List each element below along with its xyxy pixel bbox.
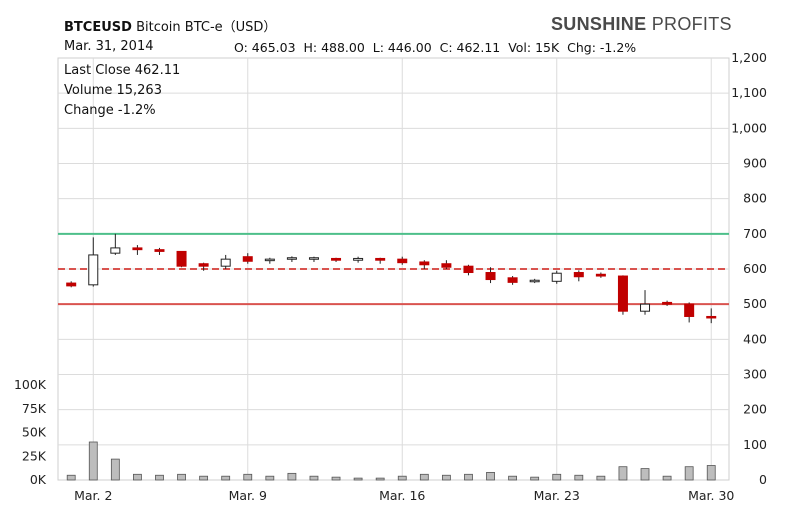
instrument-name: Bitcoin BTC-e（USD） bbox=[136, 20, 277, 35]
date-tick-label: Mar. 2 bbox=[74, 488, 112, 503]
volume-bar bbox=[684, 466, 694, 481]
date-tick-label: Mar. 30 bbox=[688, 488, 734, 503]
candle-body bbox=[441, 263, 452, 268]
volume-bar bbox=[618, 466, 628, 481]
ohlc-readout: O: 465.03 H: 488.00 L: 446.00 C: 462.11 … bbox=[234, 40, 637, 55]
quote-date: Mar. 31, 2014 bbox=[64, 39, 154, 54]
volume-tick-label: 100K bbox=[14, 377, 47, 392]
price-tick-label: 700 bbox=[743, 226, 767, 241]
candle-body bbox=[529, 279, 540, 283]
volume-bar bbox=[486, 471, 495, 481]
volume-bar bbox=[552, 473, 562, 481]
volume-bar bbox=[706, 465, 716, 481]
date-tick-label: Mar. 9 bbox=[229, 488, 267, 503]
volume-bar bbox=[309, 475, 319, 481]
price-tick-label: 500 bbox=[743, 296, 767, 311]
volume-bar bbox=[530, 476, 540, 481]
candle-body bbox=[375, 257, 386, 261]
last-close-stat: Last Close 462.11 bbox=[64, 63, 181, 78]
candle-body bbox=[242, 256, 253, 262]
candle-body bbox=[684, 303, 695, 317]
candle-body bbox=[132, 247, 143, 251]
candle-body bbox=[595, 273, 606, 277]
candle-body bbox=[110, 247, 121, 254]
volume-bar bbox=[596, 475, 606, 481]
candle-body bbox=[463, 265, 474, 274]
volume-tick-label: 75K bbox=[22, 401, 47, 416]
candle-body bbox=[551, 272, 562, 282]
volume-bar bbox=[243, 473, 253, 481]
volume-bar bbox=[265, 475, 275, 481]
brand-part-2: PROFITS bbox=[651, 14, 732, 34]
candle-body bbox=[264, 258, 275, 262]
volume-bar bbox=[640, 468, 650, 481]
volume-bar bbox=[199, 475, 209, 481]
volume-bar bbox=[397, 475, 407, 481]
candle-body bbox=[507, 277, 518, 283]
candle-body bbox=[640, 303, 651, 312]
price-tick-label: 1,100 bbox=[731, 85, 767, 100]
price-tick-label: 800 bbox=[743, 191, 767, 206]
volume-bar bbox=[419, 473, 429, 481]
change-stat: Change -1.2% bbox=[64, 103, 156, 118]
candle-body bbox=[353, 257, 364, 261]
chart-header-title: BTCEUSD Bitcoin BTC-e（USD） bbox=[64, 16, 276, 35]
price-tick-label: 100 bbox=[743, 437, 767, 452]
volume-bar bbox=[508, 475, 518, 481]
volume-bar bbox=[221, 475, 231, 481]
candle-body bbox=[573, 272, 584, 278]
volume-bar bbox=[88, 441, 98, 481]
price-tick-label: 600 bbox=[743, 261, 767, 276]
candle-body bbox=[419, 261, 430, 266]
candle-body bbox=[706, 315, 717, 319]
candle-body bbox=[198, 263, 209, 267]
volume-tick-label: 0K bbox=[30, 472, 47, 487]
price-tick-label: 1,000 bbox=[731, 120, 767, 135]
brand-logo: SUNSHINE PROFITS bbox=[551, 14, 732, 35]
volume-bar bbox=[441, 474, 451, 481]
candle-body bbox=[662, 301, 673, 305]
candle-body bbox=[66, 282, 77, 287]
candle-body bbox=[286, 257, 297, 260]
volume-bar bbox=[375, 477, 385, 481]
candle-body bbox=[154, 249, 165, 252]
volume-bar bbox=[133, 473, 142, 481]
candle-body bbox=[176, 250, 187, 267]
price-tick-label: 1,200 bbox=[731, 50, 767, 65]
volume-bar bbox=[177, 473, 186, 481]
date-tick-label: Mar. 23 bbox=[534, 488, 580, 503]
volume-bar bbox=[155, 474, 164, 481]
date-tick-label: Mar. 16 bbox=[379, 488, 425, 503]
candle-body bbox=[617, 275, 628, 312]
volume-bar bbox=[331, 476, 341, 481]
price-tick-label: 400 bbox=[743, 331, 767, 346]
price-tick-label: 300 bbox=[743, 367, 767, 382]
price-tick-label: 900 bbox=[743, 156, 767, 171]
candle-body bbox=[331, 257, 342, 261]
volume-bar bbox=[464, 473, 473, 481]
price-tick-label: 200 bbox=[743, 402, 767, 417]
volume-bar bbox=[662, 475, 672, 481]
candle-body bbox=[220, 258, 231, 267]
volume-bar bbox=[353, 477, 363, 481]
ticker-symbol: BTCEUSD bbox=[64, 20, 132, 35]
candle-body bbox=[397, 258, 408, 264]
candle-body bbox=[308, 257, 319, 260]
volume-stat: Volume 15,263 bbox=[64, 83, 162, 98]
candle-body bbox=[88, 254, 99, 286]
volume-bar bbox=[110, 458, 120, 481]
volume-tick-label: 25K bbox=[22, 448, 47, 463]
brand-part-1: SUNSHINE bbox=[551, 14, 647, 34]
volume-tick-label: 50K bbox=[22, 425, 47, 440]
volume-bar bbox=[66, 474, 76, 481]
volume-bar bbox=[574, 474, 584, 481]
volume-bar bbox=[287, 472, 297, 481]
candle-body bbox=[485, 272, 496, 281]
price-tick-label: 0 bbox=[759, 472, 767, 487]
